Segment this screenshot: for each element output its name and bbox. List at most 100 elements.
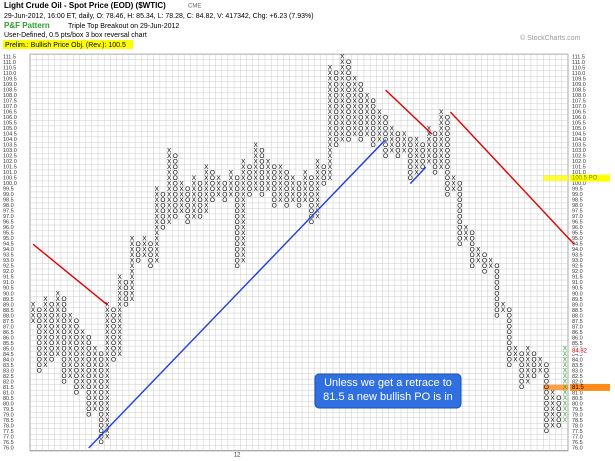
- pf-box: X: [130, 285, 135, 292]
- pf-box: O: [148, 246, 153, 253]
- y-tick-label-right: 80.0: [572, 401, 583, 407]
- pf-box: X: [278, 186, 283, 193]
- pf-box: O: [334, 136, 339, 143]
- pf-box: O: [531, 368, 536, 375]
- pf-box: X: [476, 252, 481, 259]
- pf-box: O: [346, 136, 351, 143]
- pf-box: X: [167, 186, 172, 193]
- y-tick-label: 107.5: [3, 99, 17, 105]
- price-marker-label: 84.82: [572, 348, 588, 354]
- pf-box: O: [383, 153, 388, 160]
- pf-box: X: [340, 98, 345, 105]
- pf-box: O: [99, 351, 104, 358]
- pf-box: X: [266, 158, 271, 165]
- y-tick-label-right: 105.5: [572, 121, 586, 127]
- pf-box: O: [507, 335, 512, 342]
- pf-box: O: [544, 401, 549, 408]
- pf-box: O: [296, 191, 301, 198]
- pf-box: O: [433, 142, 438, 149]
- pf-box: X: [340, 54, 345, 61]
- pf-box: X: [241, 169, 246, 176]
- pf-box: X: [43, 302, 48, 309]
- pf-box: O: [470, 257, 475, 264]
- y-tick-label-right: 103.5: [572, 143, 586, 149]
- pf-box: X: [526, 351, 531, 358]
- pf-box: X: [155, 241, 160, 248]
- pf-box: O: [185, 213, 190, 220]
- pf-box: X: [315, 186, 320, 193]
- pf-box: O: [198, 191, 203, 198]
- pf-box: O: [309, 202, 314, 209]
- pf-box: X: [105, 362, 110, 369]
- pf-box: X: [93, 401, 98, 408]
- pf-box: O: [309, 180, 314, 187]
- pf-box: X: [315, 202, 320, 209]
- pf-box: O: [259, 186, 264, 193]
- pf-box: O: [37, 335, 42, 342]
- pf-box: O: [235, 235, 240, 242]
- pf-box: O: [346, 92, 351, 99]
- pf-box: O: [531, 357, 536, 364]
- pf-box: X: [105, 428, 110, 435]
- pf-box: X: [340, 76, 345, 83]
- pf-box: X: [192, 208, 197, 215]
- pf-box: X: [241, 202, 246, 209]
- y-tick-label: 96.5: [3, 220, 14, 226]
- pf-box: X: [130, 296, 135, 303]
- y-tick-label-right: 100.0: [572, 181, 586, 187]
- pf-box: X: [451, 180, 456, 187]
- pf-box: O: [74, 351, 79, 358]
- pf-box: O: [383, 114, 388, 121]
- pf-box: O: [111, 329, 116, 336]
- pf-box: X: [117, 335, 122, 342]
- y-tick-label: 86.5: [3, 330, 14, 336]
- pf-box: X: [130, 268, 135, 275]
- pf-box: X: [303, 186, 308, 193]
- pf-box: O: [198, 197, 203, 204]
- pf-box: X: [476, 246, 481, 253]
- pf-box: O: [185, 219, 190, 226]
- y-tick-label-right: 82.0: [572, 379, 583, 385]
- pf-box: X: [550, 395, 555, 402]
- pf-box: X: [105, 307, 110, 314]
- pf-box: O: [346, 103, 351, 110]
- pf-box: O: [173, 153, 178, 160]
- pf-box: X: [56, 329, 61, 336]
- pf-box: O: [272, 191, 277, 198]
- pf-box: O: [494, 313, 499, 320]
- pf-box: O: [556, 401, 561, 408]
- pf-box: O: [371, 120, 376, 127]
- y-tick-label: 105.0: [3, 126, 17, 132]
- pf-box: O: [61, 379, 66, 386]
- trendline: [88, 139, 387, 449]
- pf-box: O: [173, 213, 178, 220]
- pf-box: O: [173, 191, 178, 198]
- pf-box: X: [365, 125, 370, 132]
- y-tick-label-right: 105.0: [572, 126, 586, 132]
- pf-box: X: [68, 324, 73, 331]
- pf-box: X: [241, 257, 246, 264]
- pf-box: O: [198, 202, 203, 209]
- pf-box: X: [31, 302, 36, 309]
- pf-box: X: [216, 191, 221, 198]
- pf-box: O: [457, 230, 462, 237]
- pf-box: O: [395, 131, 400, 138]
- pf-box: X: [43, 335, 48, 342]
- pf-box: O: [346, 114, 351, 121]
- y-tick-label-right: 93.5: [572, 253, 583, 259]
- pf-box: X: [241, 241, 246, 248]
- pf-box: X: [204, 191, 209, 198]
- pf-box: X: [340, 125, 345, 132]
- y-tick-label-right: 90.0: [572, 291, 583, 297]
- pf-box: O: [74, 340, 79, 347]
- pf-box: X: [278, 164, 283, 171]
